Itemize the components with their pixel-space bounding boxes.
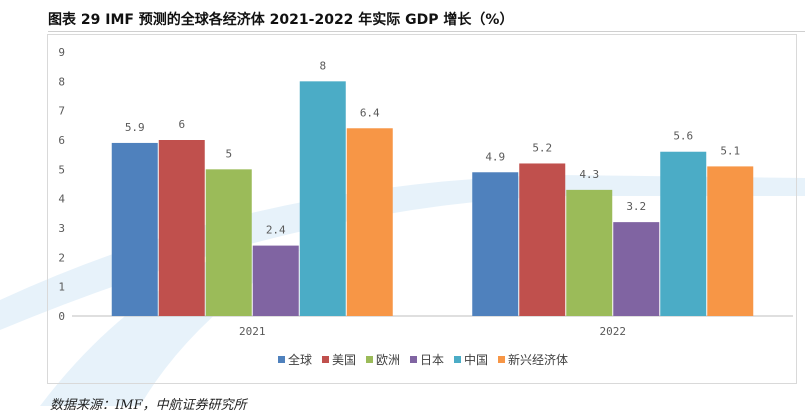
legend-item: 欧洲 [365,351,400,368]
y-tick-label: 6 [58,134,65,147]
legend-item: 日本 [410,351,444,368]
data-label: 3.2 [626,200,646,213]
y-tick-label: 5 [58,163,65,176]
chart-area: 0 1 2 3 4 5 6 7 8 9 5.9 6 5 2.4 8 6.4 2021 4.9 5.2 4.3 3.2 5.… [47,34,797,384]
bar [613,222,660,316]
y-tick-label: 7 [58,105,65,118]
data-label: 5.9 [125,121,145,134]
legend-item: 美国 [321,351,356,368]
bar [660,151,707,316]
legend-swatch [365,356,373,363]
data-label: 5.2 [532,141,552,154]
legend-swatch [277,356,285,363]
legend-swatch [321,356,329,363]
y-tick-label: 1 [58,281,65,294]
bar [707,166,754,316]
bar [158,140,205,316]
y-tick-label: 3 [58,222,65,235]
data-label: 4.3 [579,168,599,181]
data-label: 6 [178,118,185,131]
bar [472,172,519,316]
y-tick-label: 0 [58,310,65,323]
legend-label: 美国 [331,353,356,367]
data-label: 8 [319,59,326,72]
legend-item: 全球 [277,351,312,368]
data-label: 2.4 [266,224,286,237]
bar-chart: 0 1 2 3 4 5 6 7 8 9 5.9 6 5 2.4 8 6.4 2021 4.9 5.2 4.3 3.2 5.… [58,46,793,338]
y-tick-label: 2 [58,251,65,264]
legend-swatch [498,356,506,363]
data-label: 6.4 [360,106,380,119]
legend-label: 日本 [420,353,445,367]
bar [205,169,252,316]
bar [252,245,299,316]
chart-legend: 全球 美国 欧洲 日本 中国 新兴经济体 [48,351,798,368]
legend-label: 全球 [287,353,312,367]
y-tick-label: 4 [58,193,65,206]
legend-item: 中国 [454,351,488,368]
bar [346,128,393,316]
bar [299,81,346,316]
legend-label: 中国 [464,353,489,367]
bar [566,189,613,316]
title-divider [48,31,805,32]
bar [111,142,158,316]
legend-label: 欧洲 [375,353,400,367]
legend-swatch [454,356,462,363]
bar [519,163,566,316]
y-tick-label: 8 [58,75,65,88]
category-label: 2022 [600,325,627,338]
legend-swatch [410,356,417,363]
y-tick-label: 9 [58,46,65,59]
legend-item: 新兴经济体 [498,351,568,368]
data-label: 5.1 [720,144,740,157]
figure-title: 图表 29 IMF 预测的全球各经济体 2021-2022 年实际 GDP 增长… [48,12,514,28]
category-label: 2021 [239,325,266,338]
legend-label: 新兴经济体 [508,353,569,367]
data-label: 5.6 [673,130,693,143]
source-note: 数据来源：IMF，中航证券研究所 [50,398,247,413]
data-label: 4.9 [485,150,505,163]
data-label: 5 [225,147,232,160]
